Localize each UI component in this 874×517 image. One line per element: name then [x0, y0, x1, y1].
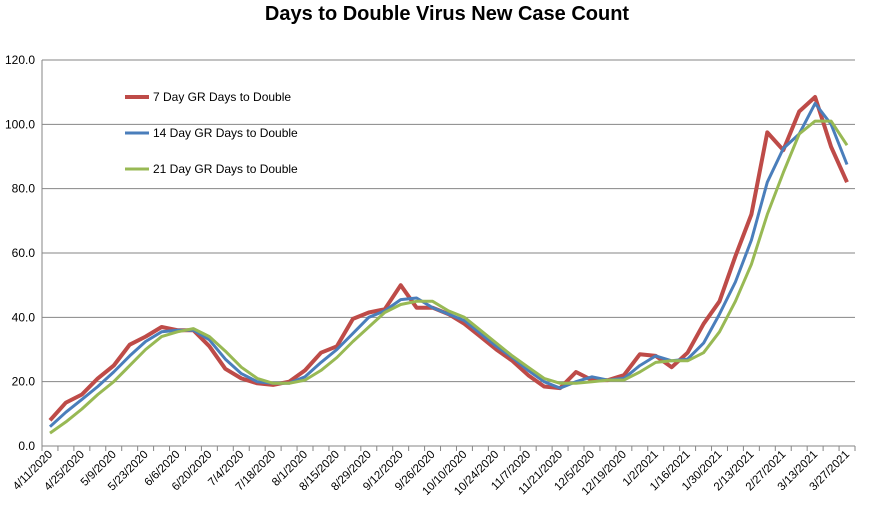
y-tick-label: 60.0 [12, 246, 36, 260]
y-tick-label: 80.0 [12, 182, 36, 196]
series-line-1 [48, 95, 849, 422]
legend-label: 7 Day GR Days to Double [153, 90, 291, 104]
y-tick-label: 0.0 [18, 439, 35, 453]
chart-title: Days to Double Virus New Case Count [264, 3, 630, 25]
y-tick-label: 100.0 [5, 117, 35, 131]
y-tick-label: 120.0 [5, 53, 35, 67]
y-tick-label: 20.0 [12, 375, 36, 389]
legend-label: 14 Day GR Days to Double [153, 126, 298, 140]
y-tick-label: 40.0 [12, 310, 36, 324]
series-line-2 [48, 101, 849, 428]
legend-label: 21 Day GR Days to Double [153, 162, 298, 176]
